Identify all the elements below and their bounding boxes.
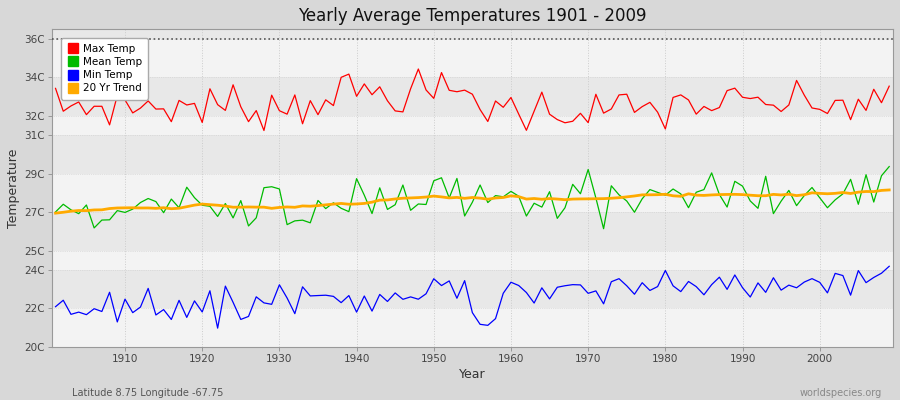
Text: worldspecies.org: worldspecies.org (800, 388, 882, 398)
Bar (51, 251, 893, 270)
X-axis label: Year: Year (459, 368, 486, 381)
Legend: Max Temp, Mean Temp, Min Temp, 20 Yr Trend: Max Temp, Mean Temp, Min Temp, 20 Yr Tre… (61, 38, 148, 100)
Bar (51, 308, 893, 347)
Text: Latitude 8.75 Longitude -67.75: Latitude 8.75 Longitude -67.75 (72, 388, 223, 398)
Bar (51, 116, 893, 135)
Y-axis label: Temperature: Temperature (7, 148, 20, 228)
Bar (51, 39, 893, 78)
Bar (51, 174, 893, 212)
Title: Yearly Average Temperatures 1901 - 2009: Yearly Average Temperatures 1901 - 2009 (298, 7, 646, 25)
